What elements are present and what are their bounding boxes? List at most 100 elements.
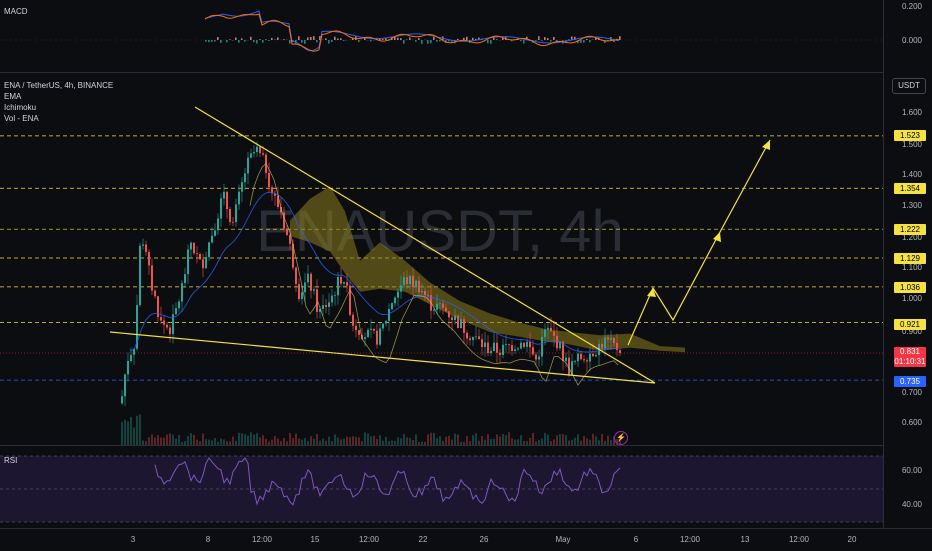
volume-bar [178, 435, 180, 445]
macd-histogram-bar [250, 37, 252, 40]
volume-bar [397, 437, 399, 445]
macd-histogram-bar [400, 38, 402, 40]
currency-button[interactable]: USDT [892, 78, 926, 94]
price-axis[interactable]: 0.200 0.000 USDT 1.600 1.500 1.400 1.300… [883, 0, 932, 528]
candle-body [493, 343, 495, 351]
volume-bar [232, 437, 234, 445]
volume-bar [583, 436, 585, 445]
level-tag[interactable]: 1.129 [894, 253, 926, 264]
macd-histogram-bar [340, 38, 342, 40]
candle-body [436, 304, 438, 310]
volume-bar [562, 434, 564, 445]
macd-histogram-bar [382, 39, 384, 40]
macd-histogram-bar [403, 40, 405, 44]
candle-body [415, 281, 417, 287]
candle-body [538, 357, 540, 360]
candle-body [472, 337, 474, 340]
candle-body [220, 198, 222, 218]
volume-bar [202, 434, 204, 445]
volume-bar [427, 434, 429, 445]
indicator-volume[interactable]: Vol - ENA [4, 113, 113, 124]
macd-pane[interactable]: MACD [0, 0, 932, 72]
candle-body [496, 343, 498, 353]
candle-body [193, 243, 195, 254]
candle-body [166, 325, 168, 328]
macd-histogram-bar [427, 40, 429, 44]
candle-body [412, 276, 414, 287]
volume-bar [457, 435, 459, 445]
macd-histogram-bar [439, 40, 441, 41]
candle-body [127, 361, 129, 374]
candle-body [352, 315, 354, 326]
time-axis[interactable]: 3 8 12:00 15 12:00 22 26 May 6 12:00 13 … [0, 528, 932, 551]
candle-countdown: 01:10:31 [894, 357, 926, 367]
volume-bar [358, 437, 360, 445]
candle-body [202, 259, 204, 268]
volume-bar [349, 437, 351, 445]
macd-histogram-bar [325, 38, 327, 40]
candle-body [535, 354, 537, 359]
candle-body [364, 337, 366, 339]
macd-histogram-bar [463, 38, 465, 40]
candle-body [268, 173, 270, 187]
candle-body [475, 336, 477, 337]
volume-bar [574, 438, 576, 445]
candle-body [235, 204, 237, 222]
candle-body [259, 147, 261, 154]
time-label: 12:00 [359, 535, 379, 544]
level-tag[interactable]: 1.523 [894, 130, 926, 141]
level-tag[interactable]: 1.354 [894, 183, 926, 194]
indicator-ichimoku[interactable]: Ichimoku [4, 102, 113, 113]
volume-bar [607, 436, 609, 445]
level-tag[interactable]: 1.222 [894, 224, 926, 235]
time-label: 12:00 [789, 535, 809, 544]
candle-body [589, 354, 591, 362]
price-chart: ENAUSDT, 4h [0, 73, 884, 445]
macd-histogram-bar [316, 40, 318, 42]
level-tag[interactable]: 0.921 [894, 319, 926, 330]
macd-histogram-bar [235, 37, 237, 40]
symbol-title[interactable]: ENA / TetherUS, 4h, BINANCE [4, 80, 113, 91]
candle-body [577, 354, 579, 361]
time-label: 13 [741, 535, 750, 544]
price-pane[interactable]: ENAUSDT, 4h ENA / TetherUS, 4h, BINANCE … [0, 73, 932, 445]
macd-histogram-bar [229, 39, 231, 40]
volume-bar [310, 436, 312, 445]
candle-body [313, 289, 315, 290]
support-tag[interactable]: 0.735 [894, 376, 926, 387]
macd-histogram-bar [205, 40, 207, 42]
volume-bar [253, 434, 255, 445]
time-label: 6 [634, 535, 638, 544]
candle-body [355, 326, 357, 330]
macd-histogram-bar [535, 40, 537, 41]
macd-histogram-bar [331, 40, 333, 42]
volume-bar [259, 437, 261, 445]
rsi-chart [0, 446, 884, 528]
candle-body [523, 343, 525, 347]
volume-bar [445, 437, 447, 445]
macd-histogram-bar [301, 40, 303, 43]
time-label: 3 [131, 535, 135, 544]
candle-body [547, 328, 549, 330]
candle-body [499, 353, 501, 355]
price-axis-label: 1.400 [902, 170, 922, 179]
candle-body [286, 229, 288, 236]
level-tag[interactable]: 1.036 [894, 282, 926, 293]
macd-signal-line [205, 14, 619, 51]
candle-body [205, 257, 207, 268]
volume-bar [433, 433, 435, 445]
macd-histogram-bar [520, 40, 522, 41]
candle-body [244, 173, 246, 182]
macd-histogram-bar [430, 40, 432, 43]
volume-bar [508, 432, 510, 445]
rsi-pane[interactable]: RSI [0, 446, 932, 528]
volume-bar [124, 420, 126, 445]
bolt-icon[interactable]: ⚡ [614, 431, 628, 445]
volume-bar [337, 438, 339, 445]
indicator-ema[interactable]: EMA [4, 91, 113, 102]
macd-histogram-bar [586, 39, 588, 40]
current-price-tag[interactable]: 0.831 01:10:31 [894, 347, 926, 367]
volume-bar [406, 437, 408, 445]
volume-bar [154, 437, 156, 445]
macd-histogram-bar [472, 38, 474, 40]
